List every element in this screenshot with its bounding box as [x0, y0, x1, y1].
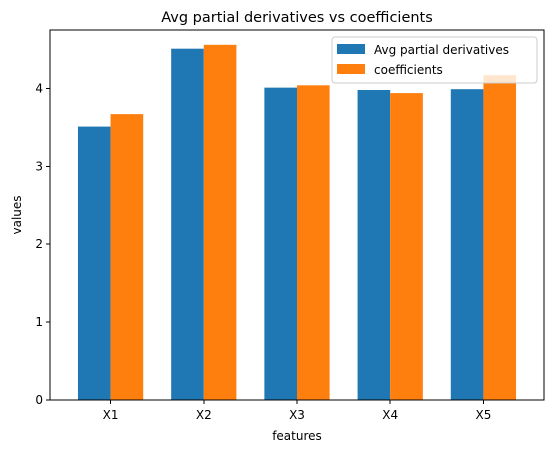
bar-avg-partial-derivatives-x3: [264, 87, 297, 401]
bar-coefficients-x2: [203, 44, 237, 401]
bar-coefficients-x1: [110, 114, 144, 400]
chart-title: Avg partial derivatives vs coefficients: [161, 10, 433, 26]
x-tick-label: X4: [382, 408, 398, 422]
plot-frame: [49, 29, 545, 401]
legend-label: Avg partial derivatives: [374, 43, 509, 57]
legend-swatch: [337, 44, 365, 54]
bar-coefficients-x5: [483, 75, 517, 400]
y-axis: 0 1 2 3 4: [35, 81, 50, 407]
legend-swatch: [337, 64, 365, 74]
bar-coefficients-x4: [390, 93, 423, 401]
y-tick-label: 4: [35, 81, 43, 95]
y-tick-label: 1: [35, 315, 43, 329]
x-tick-label: X3: [289, 408, 305, 422]
legend: Avg partial derivatives coefficients: [331, 36, 538, 84]
y-tick-label: 0: [35, 393, 43, 407]
y-tick-label: 2: [35, 237, 43, 251]
x-axis: X1 X2 X3 X4 X5: [103, 400, 491, 422]
bar-avg-partial-derivatives-x4: [357, 89, 391, 401]
bars: [77, 44, 517, 401]
bar-coefficients-x3: [297, 85, 330, 400]
bar-avg-partial-derivatives-x1: [77, 126, 111, 400]
y-tick-label: 3: [35, 159, 43, 173]
y-axis-label: values: [10, 195, 24, 234]
bar-avg-partial-derivatives-x5: [450, 89, 484, 400]
x-tick-label: X5: [475, 408, 491, 422]
legend-frame: [331, 36, 538, 84]
x-tick-label: X1: [103, 408, 119, 422]
x-tick-label: X2: [196, 408, 212, 422]
x-axis-label: features: [272, 429, 322, 443]
legend-label: coefficients: [374, 63, 443, 77]
bar-avg-partial-derivatives-x2: [171, 48, 204, 401]
